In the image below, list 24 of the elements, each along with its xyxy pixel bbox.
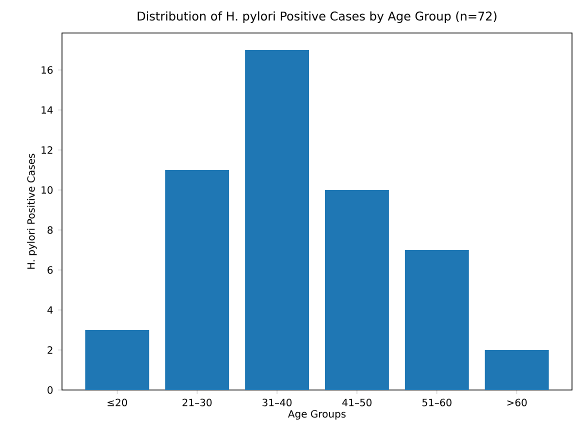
bar [404,250,469,390]
y-tick-label: 2 [48,346,52,354]
y-tick-label: 0 [48,386,53,394]
bar [245,50,310,390]
y-tick-label: 8 [48,226,53,234]
y-tick-label: 10 [42,186,53,194]
x-tick-label: 21–30 [182,398,212,406]
y-tick-label: 12 [42,146,52,154]
bar [165,170,230,390]
x-axis-title: Age Groups [288,410,346,420]
y-tick-label: 16 [42,66,53,74]
y-tick-label: 14 [42,106,53,114]
x-tick-label: 51–60 [422,398,452,406]
bar [484,350,549,390]
x-tick-label: 41–50 [342,398,372,406]
y-axis-title: H. pylori Positive Cases [27,154,37,269]
y-tick-label: 6 [48,266,53,274]
x-tick-label: >60 [507,398,527,406]
x-tick-label: ≤20 [108,398,128,406]
bar [325,190,389,390]
y-tick-label: 4 [47,306,53,314]
bar [85,330,150,390]
x-tick-label: 31–40 [262,398,292,406]
chart-title: Distribution of H. pylori Positive Cases by Age Group (n=72) [138,11,496,23]
